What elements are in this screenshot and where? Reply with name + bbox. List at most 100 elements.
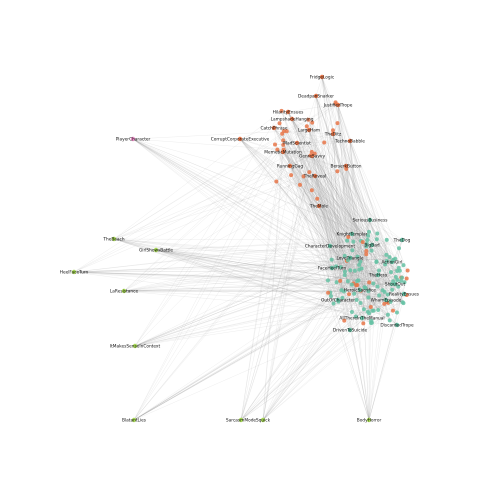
edge	[239, 138, 365, 288]
edge	[282, 151, 354, 242]
edges	[73, 76, 408, 421]
edge	[337, 171, 351, 271]
edge	[286, 131, 337, 283]
edge	[239, 138, 367, 244]
edge	[123, 129, 334, 292]
edge	[262, 289, 342, 421]
edge	[113, 238, 361, 262]
node	[342, 289, 347, 294]
edge	[73, 129, 334, 273]
edge	[287, 111, 374, 284]
node	[130, 136, 136, 142]
edge	[368, 257, 390, 421]
edge	[291, 118, 307, 127]
edge	[155, 249, 334, 304]
node	[382, 289, 387, 294]
edge	[337, 104, 370, 232]
edge	[318, 205, 370, 233]
edge	[281, 133, 331, 247]
edge	[324, 142, 393, 263]
edge	[315, 95, 372, 251]
edge	[240, 231, 370, 421]
edge	[337, 104, 367, 244]
edge	[239, 138, 292, 176]
node-label: HilarityEnsues	[273, 110, 304, 116]
edge	[73, 271, 341, 282]
edge	[314, 175, 345, 292]
edge	[281, 110, 350, 295]
edge	[290, 174, 343, 298]
node	[131, 417, 137, 423]
edge	[311, 155, 361, 304]
edge	[132, 138, 345, 257]
edge	[329, 245, 379, 311]
edge	[240, 276, 397, 421]
edge	[358, 244, 373, 270]
edge	[113, 238, 351, 258]
edge	[123, 286, 399, 292]
edge	[349, 140, 369, 312]
edge	[73, 271, 357, 286]
edge	[398, 248, 404, 266]
edge	[287, 103, 337, 113]
edge	[328, 283, 374, 293]
edge	[276, 129, 310, 182]
node	[281, 138, 286, 143]
edge	[134, 239, 377, 347]
edge	[314, 153, 370, 421]
node	[358, 259, 363, 264]
edge	[133, 270, 356, 421]
edge	[337, 123, 362, 269]
edge	[239, 138, 278, 150]
node	[334, 280, 339, 285]
node	[394, 322, 400, 328]
edge	[347, 235, 369, 241]
edge	[73, 271, 358, 282]
edge	[133, 168, 347, 421]
edge	[378, 270, 398, 313]
edge	[327, 270, 380, 281]
node	[335, 121, 340, 126]
edge	[369, 270, 400, 283]
edge	[358, 274, 379, 281]
edge	[240, 175, 292, 421]
node	[327, 243, 333, 249]
edge	[338, 301, 363, 319]
edge	[240, 130, 334, 421]
edge	[281, 133, 320, 207]
node	[329, 265, 335, 271]
edge	[296, 142, 408, 271]
edge	[123, 254, 367, 292]
edge	[287, 111, 403, 303]
node	[334, 264, 339, 269]
node	[282, 129, 287, 134]
node	[277, 121, 282, 126]
edge	[279, 123, 349, 282]
edge	[350, 257, 389, 304]
node	[338, 265, 343, 270]
edge	[314, 175, 349, 282]
node-label: FridgeLogic	[310, 75, 335, 81]
edge	[296, 142, 342, 291]
node	[352, 291, 357, 296]
edge	[239, 138, 292, 176]
edge	[314, 153, 393, 263]
edge	[274, 144, 370, 421]
node-label: DeadpanSnarker	[298, 94, 334, 100]
edge	[283, 130, 387, 301]
edge	[283, 144, 310, 173]
node	[351, 239, 356, 244]
edge	[262, 285, 357, 421]
edge	[73, 271, 350, 295]
edge	[354, 270, 379, 311]
node	[342, 253, 347, 258]
edge	[337, 171, 399, 287]
edge	[329, 245, 390, 321]
edge	[296, 142, 390, 258]
edge	[347, 260, 366, 289]
edge	[291, 118, 403, 303]
node	[376, 308, 381, 313]
edge	[315, 95, 377, 263]
edge	[282, 151, 357, 285]
edge	[299, 184, 351, 259]
